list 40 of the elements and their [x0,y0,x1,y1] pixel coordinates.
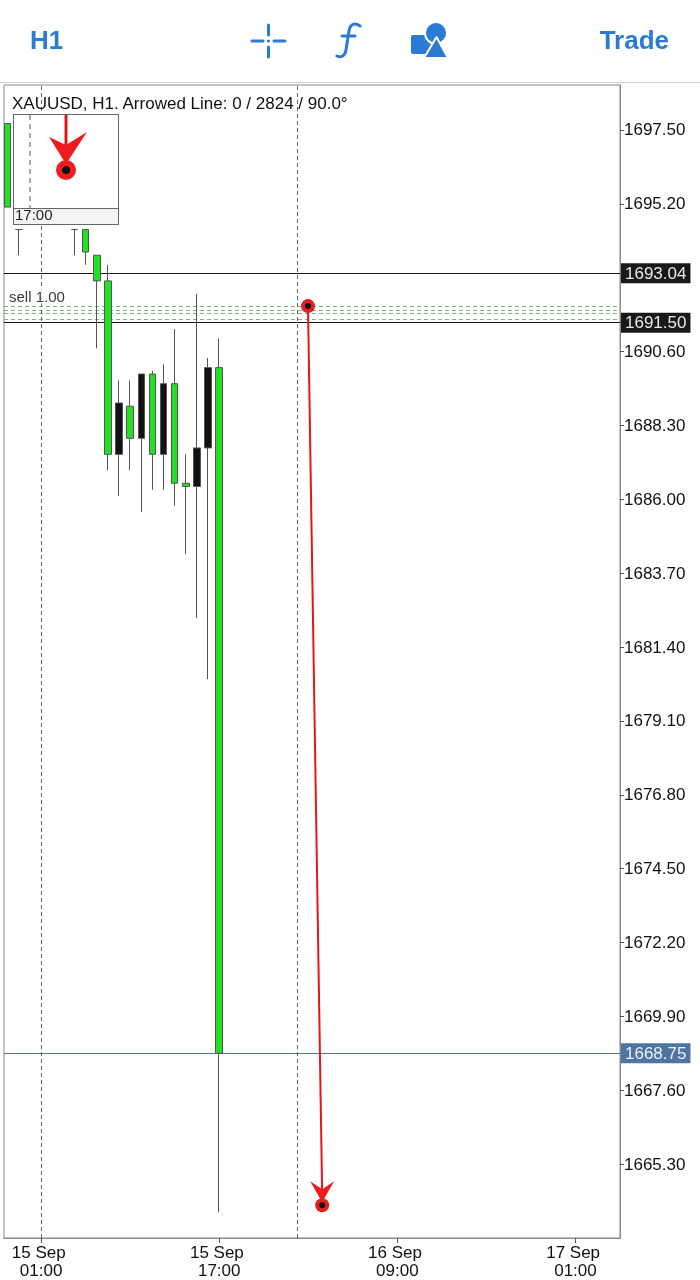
x-tick-label: 15 Sep 17:00 [189,1242,249,1280]
candlestick [182,453,190,555]
ref-line-label: sell 1.00 [9,287,65,305]
y-tick-label: 1683.70 [624,563,686,583]
candlestick [204,357,212,680]
y-tick-label: 1697.50 [624,120,686,140]
y-tick-label: 1672.20 [624,933,686,953]
candlestick [215,338,223,1213]
y-tick-label: 1665.30 [624,1154,686,1174]
candlestick [82,229,89,266]
y-tick-label: 1690.60 [624,342,686,362]
ref-line-label: 1693.04 [625,263,687,283]
annotation: 17:00 [15,206,53,224]
y-tick-label: 1667.60 [624,1080,686,1100]
y-tick-label: 1695.20 [624,194,686,214]
candlestick [193,293,201,619]
candlestick [71,229,78,256]
candlestick [160,363,167,491]
candlestick [93,254,101,349]
candlestick [138,373,145,513]
y-tick-label: 1676.80 [624,785,686,805]
candlestick [171,328,178,507]
y-tick-label: 1669.90 [624,1006,686,1026]
x-tick-label: 16 Sep 09:00 [368,1242,427,1280]
x-tick-label: 15 Sep 01:00 [11,1242,71,1280]
candlestick [126,379,134,471]
ref-line-label: 1668.75 [625,1043,687,1063]
ref-line-label: 1691.50 [625,313,687,333]
y-tick-label: 1674.50 [624,859,686,879]
y-tick-label: 1688.30 [624,415,686,435]
text: Trade [599,25,669,55]
candlestick [149,370,156,491]
candlestick [115,379,123,497]
text: H1 [30,25,64,55]
y-tick-label: 1679.10 [624,711,686,731]
candlestick [104,264,112,471]
y-tick-label: 1686.00 [624,489,686,509]
y-tick-label: 1681.40 [624,637,686,657]
x-tick-label: 17 Sep 01:00 [546,1242,605,1280]
text: XAUUSD, H1. Arrowed Line: 0 / 2824 / 90.0° [12,94,348,113]
